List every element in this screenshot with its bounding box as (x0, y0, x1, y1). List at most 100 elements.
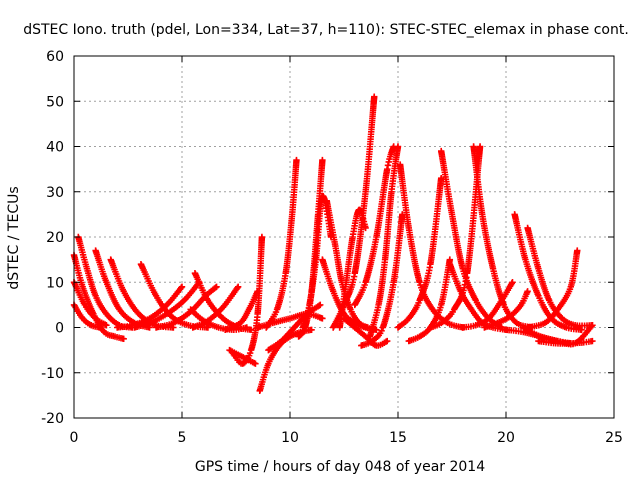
data-point (552, 337, 560, 344)
x-tick-label: 0 (70, 430, 79, 446)
data-point (244, 308, 252, 315)
data-point (556, 312, 563, 320)
data-point (463, 274, 470, 281)
x-tick-label: 15 (389, 430, 407, 446)
data-point (168, 320, 175, 328)
data-point (516, 303, 524, 310)
data-point (366, 339, 374, 346)
data-point (198, 316, 205, 323)
data-point (91, 313, 98, 321)
data-point (415, 277, 423, 284)
data-point (459, 263, 466, 271)
data-point (179, 298, 186, 306)
data-point (521, 254, 529, 261)
data-point (561, 323, 568, 331)
data-point (329, 286, 336, 293)
data-point (587, 338, 595, 345)
y-tick-label: 30 (46, 185, 64, 201)
data-point (428, 304, 435, 312)
data-point (361, 281, 368, 289)
data-point (456, 286, 464, 293)
series-arc-39 (481, 288, 531, 331)
data-point (213, 323, 221, 331)
axis-ticks: 0 5 10 15 20 25 -20 -10 0 10 20 30 40 50 60 (41, 49, 623, 446)
data-point (115, 304, 122, 312)
y-tick-label: 60 (46, 49, 64, 65)
data-point (212, 284, 219, 291)
data-point (110, 332, 117, 340)
data-point (258, 234, 266, 242)
series-arc-44 (524, 247, 581, 331)
data-point (573, 248, 581, 255)
data-point (161, 311, 169, 319)
x-tick-label: 25 (605, 430, 623, 446)
data-point (331, 240, 339, 248)
data-point (264, 362, 271, 369)
data-point (119, 335, 126, 342)
series-arc-18 (263, 156, 300, 331)
data-point (476, 144, 484, 151)
data-point (246, 349, 254, 357)
data-point (534, 290, 541, 298)
data-point (511, 317, 518, 324)
y-tick-label: -20 (41, 411, 64, 427)
y-tick-label: 20 (46, 230, 64, 246)
series-arc-29 (366, 143, 402, 340)
data-point (80, 300, 88, 307)
data-point (534, 263, 542, 270)
data-point (378, 327, 385, 334)
data-point (383, 167, 391, 174)
data-point (349, 235, 356, 242)
y-tick-label: 10 (46, 275, 64, 291)
series-arc-25 (330, 93, 378, 331)
data-point (489, 263, 496, 271)
data-points (70, 93, 596, 395)
data-point (449, 308, 456, 316)
data-point (517, 328, 525, 335)
data-point (346, 304, 354, 311)
data-point (370, 94, 378, 102)
series-arc-15 (230, 233, 266, 367)
series-arc-20 (254, 310, 326, 331)
x-tick-label: 20 (497, 430, 515, 446)
data-point (78, 281, 86, 288)
data-point (251, 359, 258, 367)
x-axis-label: GPS time / hours of day 048 of year 2014 (195, 459, 485, 475)
data-point (382, 338, 390, 345)
data-point (553, 308, 560, 315)
y-tick-label: -10 (41, 366, 64, 382)
data-point (374, 304, 382, 311)
data-point (102, 321, 109, 328)
data-point (403, 317, 411, 324)
y-tick-label: 0 (55, 321, 64, 337)
data-point (415, 299, 422, 307)
data-point (241, 355, 249, 362)
data-point (102, 277, 109, 284)
data-point (307, 326, 314, 334)
y-axis-label: dSTEC / TECUs (6, 186, 22, 289)
series-arc-38 (459, 279, 516, 331)
chart-title: dSTEC Iono. truth (pdel, Lon=334, Lat=37… (23, 22, 629, 38)
data-point (535, 332, 542, 339)
series-arc-32 (394, 174, 445, 331)
x-tick-label: 5 (178, 430, 187, 446)
data-point (471, 295, 479, 302)
data-point (178, 284, 185, 291)
data-point (305, 304, 313, 312)
data-point (95, 324, 102, 331)
series-arc-14 (222, 288, 261, 333)
data-point (361, 223, 369, 230)
data-point (314, 303, 322, 310)
series-arc-28 (351, 143, 397, 309)
data-point (177, 285, 184, 293)
series-arc-30 (358, 211, 406, 349)
data-point (569, 340, 577, 348)
data-point (569, 321, 577, 328)
data-point (151, 290, 159, 298)
data-point (102, 309, 109, 316)
series-arc-04 (70, 301, 104, 331)
data-point (353, 317, 361, 324)
data-point (126, 322, 134, 330)
data-point (492, 320, 499, 327)
